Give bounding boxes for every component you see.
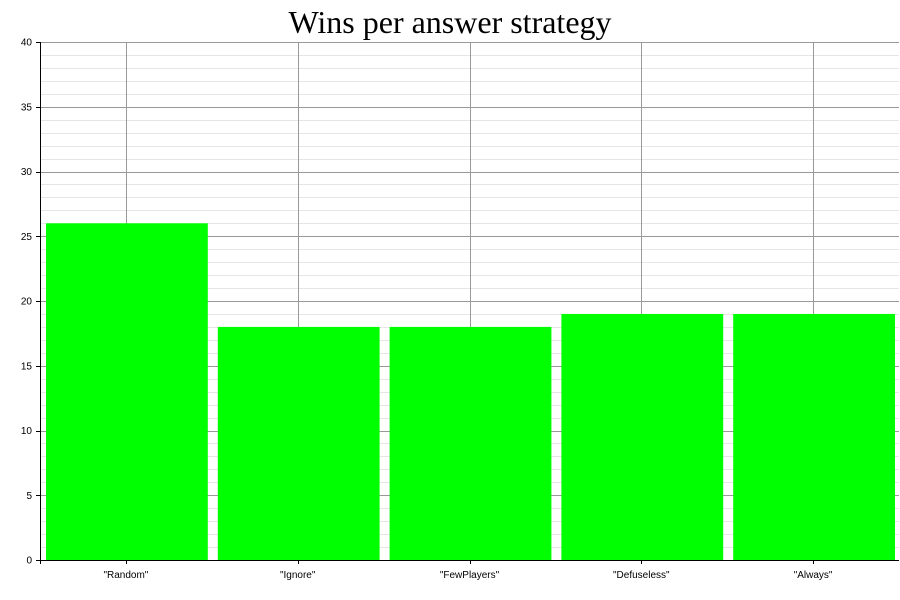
- bar: [389, 326, 552, 560]
- bars: [46, 223, 895, 561]
- x-tick-label: "Random": [103, 570, 148, 581]
- x-tick-label: "Ignore": [280, 570, 316, 581]
- bar: [46, 223, 208, 561]
- y-tick-label: 35: [21, 102, 33, 113]
- x-tick-labels: "Random" "Ignore" "FewPlayers" "Defuseless"…: [103, 560, 833, 581]
- y-tick-label: 5: [26, 491, 32, 502]
- y-tick-label: 10: [21, 426, 33, 437]
- bar: [733, 313, 895, 560]
- y-tick-label: 40: [21, 38, 33, 49]
- axes: [36, 42, 899, 564]
- bar: [217, 326, 380, 560]
- x-tick-label: "Always": [794, 570, 833, 581]
- bar: [561, 313, 724, 560]
- chart-title: Wins per answer strategy: [288, 4, 612, 40]
- y-tick-labels: 0 5 10 15 20 25 30 35 40: [21, 38, 40, 567]
- x-tick-label: "FewPlayers": [440, 570, 500, 581]
- y-tick-label: 30: [21, 167, 33, 178]
- y-tick-label: 0: [26, 556, 32, 567]
- y-tick-label: 15: [21, 361, 33, 372]
- x-tick-label: "Defuseless": [613, 570, 670, 581]
- y-tick-label: 20: [21, 297, 33, 308]
- y-tick-label: 25: [21, 232, 33, 243]
